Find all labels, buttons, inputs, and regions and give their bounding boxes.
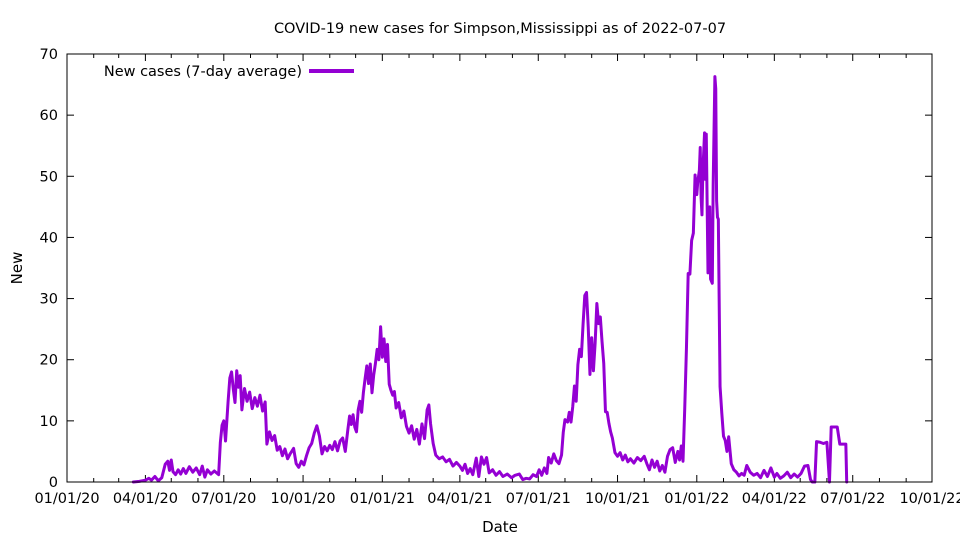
x-tick-label: 07/01/21 bbox=[506, 491, 571, 507]
x-tick-label: 10/01/20 bbox=[271, 491, 336, 507]
chart-title: COVID-19 new cases for Simpson,Mississip… bbox=[274, 21, 726, 37]
y-tick-labels: 0 10 20 30 40 50 60 70 bbox=[40, 47, 58, 491]
x-tick-label: 07/01/20 bbox=[191, 491, 256, 507]
x-tick-label: 10/01/21 bbox=[585, 491, 650, 507]
x-tick-label: 01/01/20 bbox=[34, 491, 99, 507]
x-axis-label: Date bbox=[482, 518, 518, 536]
x-tick-label: 04/01/22 bbox=[742, 491, 807, 507]
y-tick-label: 20 bbox=[40, 353, 58, 369]
x-tick-label: 04/01/21 bbox=[427, 491, 492, 507]
series-line bbox=[131, 75, 849, 484]
y-tick-label: 0 bbox=[49, 475, 58, 491]
x-tick-labels: 01/01/20 04/01/20 07/01/20 10/01/20 01/01/21… bbox=[34, 491, 960, 507]
y-tick-label: 10 bbox=[40, 414, 58, 430]
x-tick-label: 01/01/21 bbox=[350, 491, 415, 507]
legend-label: New cases (7-day average) bbox=[104, 64, 302, 80]
x-tick-label: 04/01/20 bbox=[113, 491, 178, 507]
y-tick-label: 30 bbox=[40, 292, 58, 308]
y-tick-label: 50 bbox=[40, 169, 58, 185]
y-tick-label: 60 bbox=[40, 108, 58, 124]
x-tick-label: 07/01/22 bbox=[820, 491, 885, 507]
series-group bbox=[131, 75, 849, 484]
legend: New cases (7-day average) bbox=[104, 64, 354, 80]
y-axis-label: New bbox=[8, 252, 26, 285]
y-tick-label: 70 bbox=[40, 47, 58, 63]
y-tick-label: 40 bbox=[40, 230, 58, 246]
plot-frame bbox=[66, 53, 933, 483]
x-tick-label: 01/01/22 bbox=[664, 491, 729, 507]
x-tick-label: 10/01/22 bbox=[899, 491, 960, 507]
